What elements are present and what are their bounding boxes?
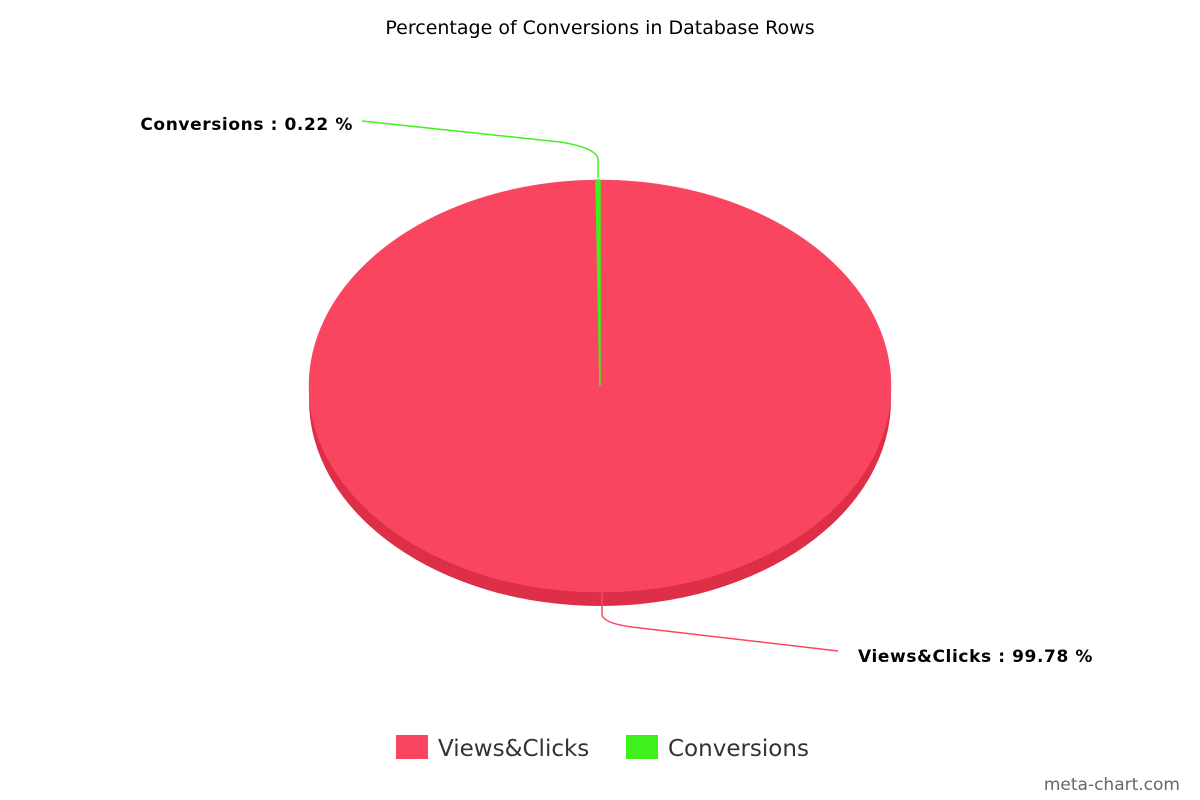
leader-line-views-clicks [601, 592, 839, 652]
legend-item-conversions[interactable]: Conversions [626, 735, 809, 762]
slice-label-conversions: Conversions : 0.22 % [140, 115, 353, 135]
slice-label-views-clicks: Views&Clicks : 99.78 % [858, 647, 1093, 667]
pie-slice-conversions[interactable] [595, 179, 601, 387]
legend: Views&Clicks Conversions [396, 735, 809, 762]
leader-lines [361, 120, 839, 652]
slice-labels: Conversions : 0.22 % Views&Clicks : 99.78… [140, 115, 1093, 667]
pie-top-layer [308, 179, 892, 593]
legend-swatch [396, 735, 428, 759]
leader-line-conversions [361, 120, 599, 178]
watermark: meta-chart.com [1044, 775, 1180, 795]
legend-label: Conversions [668, 736, 809, 762]
legend-label: Views&Clicks [438, 736, 589, 762]
legend-item-views-clicks[interactable]: Views&Clicks [396, 735, 589, 762]
chart-title: Percentage of Conversions in Database Ro… [385, 17, 814, 39]
legend-swatch [626, 735, 658, 759]
